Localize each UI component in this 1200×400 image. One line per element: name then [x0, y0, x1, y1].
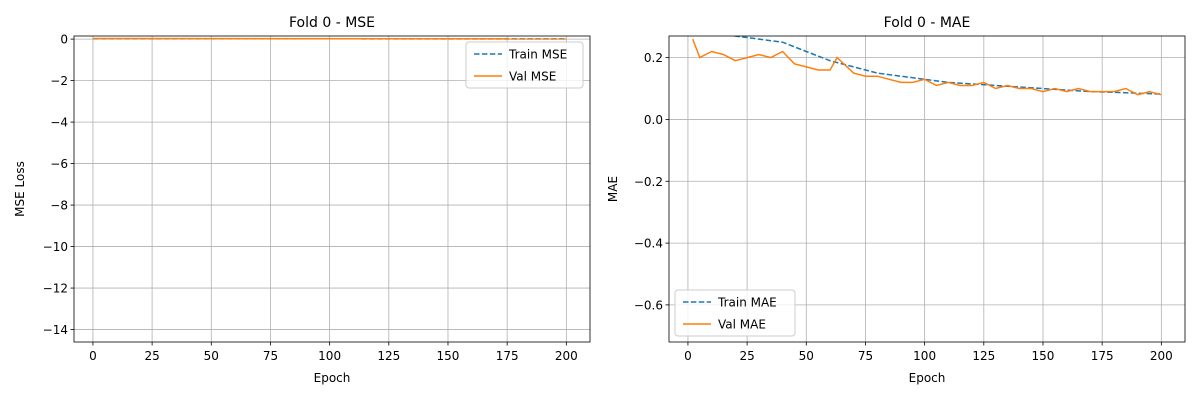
x-tick-label: 125	[377, 349, 400, 363]
legend-label: Train MAE	[717, 296, 777, 310]
x-tick-label: 200	[555, 349, 578, 363]
x-tick-label: 100	[913, 349, 936, 363]
y-tick-label: −10	[43, 240, 68, 254]
x-tick-label: 0	[684, 349, 692, 363]
x-tick-label: 175	[1091, 349, 1114, 363]
axes-frame	[73, 35, 591, 343]
axes-frame	[668, 35, 1186, 343]
y-tick-label: −6	[50, 157, 68, 171]
mae-panel: 0 25 50 75 100 125 150 175 200 0.2 0.0 −0.2 −0.4 −0.6…	[606, 15, 1186, 385]
y-tick-label: 0	[60, 33, 68, 47]
chart-title: Fold 0 - MAE	[884, 15, 971, 31]
val-mae-line	[691, 38, 1162, 96]
x-axis-label: Epoch	[314, 371, 351, 385]
chart-title: Fold 0 - MSE	[289, 15, 375, 31]
x-tick-label: 150	[437, 349, 460, 363]
y-tick-label: −0.2	[634, 175, 663, 189]
legend: Train MAE Val MAE	[674, 289, 796, 337]
y-tick-label: 0.0	[644, 113, 663, 127]
x-axis-label: Epoch	[909, 371, 946, 385]
y-tick-label: −12	[43, 282, 68, 296]
x-tick-label: 25	[144, 349, 159, 363]
x-tick-label: 200	[1150, 349, 1173, 363]
legend-label: Val MSE	[509, 70, 556, 84]
legend-label: Train MSE	[508, 48, 567, 62]
x-tick-label: 100	[318, 349, 341, 363]
x-tick-label: 50	[204, 349, 219, 363]
x-tick-label: 175	[496, 349, 519, 363]
x-tick-label: 150	[1032, 349, 1055, 363]
x-tick-label: 125	[972, 349, 995, 363]
y-tick-label: −0.4	[634, 237, 663, 251]
y-tick-label: −2	[50, 74, 68, 88]
x-tick-label: 25	[739, 349, 754, 363]
legend-label: Val MAE	[718, 318, 766, 332]
legend: Train MSE Val MSE	[465, 41, 584, 89]
x-tick-label: 50	[799, 349, 814, 363]
y-tick-label: −8	[50, 199, 68, 213]
x-tick-label: 75	[263, 349, 278, 363]
x-tick-label: 75	[858, 349, 873, 363]
y-tick-label: −14	[43, 323, 68, 337]
y-axis-label: MAE	[606, 176, 620, 202]
y-tick-label: −0.6	[634, 298, 663, 312]
train-mae-line	[729, 36, 1162, 95]
x-tick-label: 0	[89, 349, 97, 363]
y-tick-label: 0.2	[644, 51, 663, 65]
y-axis-label: MSE Loss	[13, 161, 27, 217]
y-tick-label: −4	[50, 116, 68, 130]
mse-panel: 0 25 50 75 100 125 150 175 200 0 −2 −4 −6 −8 −10 −12 −14…	[13, 15, 591, 385]
